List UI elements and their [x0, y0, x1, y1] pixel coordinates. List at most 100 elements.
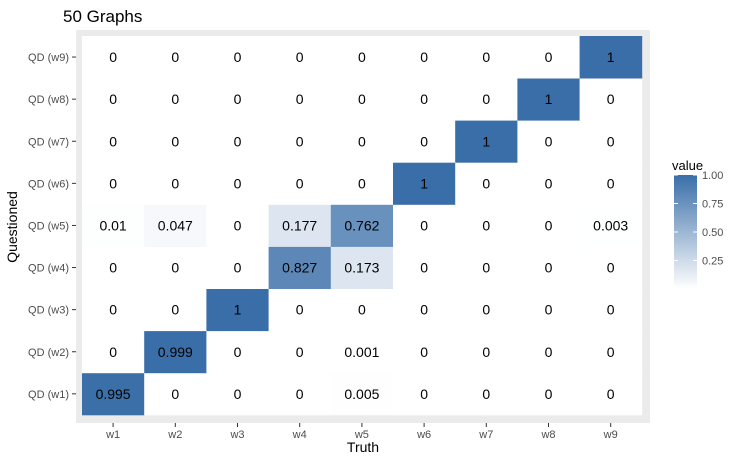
- heatmap-cell: [393, 78, 456, 121]
- heatmap-cell: [517, 162, 580, 205]
- y-tick-label: QD (w1): [28, 389, 69, 401]
- heatmap-cell: [268, 288, 332, 332]
- heatmap-cell: [82, 36, 145, 79]
- cell-value-label: 0: [109, 49, 117, 65]
- heatmap-cell: [517, 120, 580, 163]
- cell-value-label: 0: [109, 344, 117, 360]
- cell-value-label: 0: [545, 175, 553, 191]
- cell-value-label: 0: [607, 260, 615, 276]
- heatmap-cell: [517, 246, 580, 289]
- x-axis-title: Truth: [347, 439, 379, 455]
- cell-value-label: 1: [420, 175, 428, 191]
- cell-value-label: 0: [296, 175, 304, 191]
- cell-value-label: 0: [482, 217, 490, 233]
- y-tick-label: QD (w4): [28, 263, 69, 275]
- cell-value-label: 0: [109, 175, 117, 191]
- heatmap-cell: [144, 246, 207, 289]
- cell-value-label: 0: [420, 133, 428, 149]
- heatmap-cell: [144, 330, 207, 374]
- heatmap-cell: [330, 288, 394, 332]
- cell-value-label: 0: [234, 133, 242, 149]
- heatmap-cell: [517, 78, 580, 121]
- cell-value-label: 0: [234, 175, 242, 191]
- heatmap-cell: [144, 120, 207, 163]
- cell-value-label: 0: [358, 302, 366, 318]
- cell-value-label: 0.003: [593, 217, 628, 233]
- heatmap-cell: [144, 204, 207, 247]
- heatmap-cell: [330, 162, 394, 205]
- cell-value-label: 0: [171, 175, 179, 191]
- cell-value-label: 0: [607, 386, 615, 402]
- x-tick-label: w3: [229, 429, 244, 441]
- cell-value-label: 0: [607, 91, 615, 107]
- heatmap-cell: [206, 246, 269, 289]
- cell-value-label: 0: [607, 344, 615, 360]
- heatmap-cell: [268, 162, 332, 205]
- cell-value-label: 0: [109, 302, 117, 318]
- cell-value-label: 0: [234, 217, 242, 233]
- y-tick-label: QD (w8): [28, 94, 69, 106]
- heatmap-cell: [206, 330, 269, 374]
- cell-value-label: 0: [296, 344, 304, 360]
- heatmap-cell: [268, 372, 332, 416]
- heatmap-cell: [517, 330, 580, 374]
- heatmap-cell: [144, 162, 207, 205]
- heatmap-cell: [455, 372, 518, 416]
- heatmap-cell: [579, 204, 643, 247]
- cell-value-label: 0: [109, 260, 117, 276]
- chart-title: 50 Graphs: [63, 7, 142, 26]
- heatmap-cell: [517, 204, 580, 247]
- cell-value-label: 0: [545, 133, 553, 149]
- cell-value-label: 0: [420, 49, 428, 65]
- cell-value-label: 0: [296, 302, 304, 318]
- cell-value-label: 1: [607, 49, 615, 65]
- heatmap-cell: [82, 372, 145, 416]
- x-tick-label: w8: [540, 429, 555, 441]
- cell-value-label: 0: [234, 91, 242, 107]
- heatmap-cell: [144, 36, 207, 79]
- legend-title: value: [672, 158, 703, 173]
- y-tick-label: QD (w7): [28, 136, 69, 148]
- heatmap-cell: [330, 246, 394, 289]
- heatmap-cell: [393, 120, 456, 163]
- heatmap-cell: [206, 162, 269, 205]
- cell-value-label: 0.762: [344, 217, 379, 233]
- heatmap-cell: [455, 246, 518, 289]
- heatmap-cell: [579, 372, 643, 416]
- legend-tick-label: 0.50: [702, 227, 723, 239]
- cell-value-label: 0: [482, 260, 490, 276]
- heatmap-cell: [206, 372, 269, 416]
- heatmap-cell: [144, 288, 207, 332]
- cell-value-label: 0: [545, 260, 553, 276]
- cell-value-label: 0: [545, 49, 553, 65]
- cell-value-label: 0: [482, 386, 490, 402]
- heatmap-cell: [455, 120, 518, 163]
- heatmap-cell: [330, 204, 394, 247]
- cell-value-label: 0: [296, 386, 304, 402]
- heatmap-cell: [206, 36, 269, 79]
- heatmap-cell: [579, 78, 643, 121]
- y-tick-label: QD (w2): [28, 347, 69, 359]
- heatmap-cell: [82, 288, 145, 332]
- cell-value-label: 0.999: [158, 344, 193, 360]
- cell-value-label: 0: [482, 302, 490, 318]
- cell-value-label: 0: [358, 133, 366, 149]
- cell-value-label: 0: [482, 91, 490, 107]
- heatmap-cell: [579, 120, 643, 163]
- cell-value-label: 0: [607, 133, 615, 149]
- cell-value-label: 0: [234, 344, 242, 360]
- heatmap-cell: [206, 204, 269, 247]
- heatmap-cell: [82, 120, 145, 163]
- heatmap-cell: [393, 246, 456, 289]
- heatmap-cells: [82, 36, 643, 416]
- x-tick-label: w9: [603, 429, 618, 441]
- heatmap-cell: [206, 288, 269, 332]
- heatmap-cell: [330, 120, 394, 163]
- heatmap-cell: [82, 162, 145, 205]
- heatmap-cell: [393, 204, 456, 247]
- cell-value-label: 0: [234, 49, 242, 65]
- heatmap-cell: [393, 372, 456, 416]
- cell-value-label: 0: [234, 386, 242, 402]
- cell-value-label: 0: [545, 302, 553, 318]
